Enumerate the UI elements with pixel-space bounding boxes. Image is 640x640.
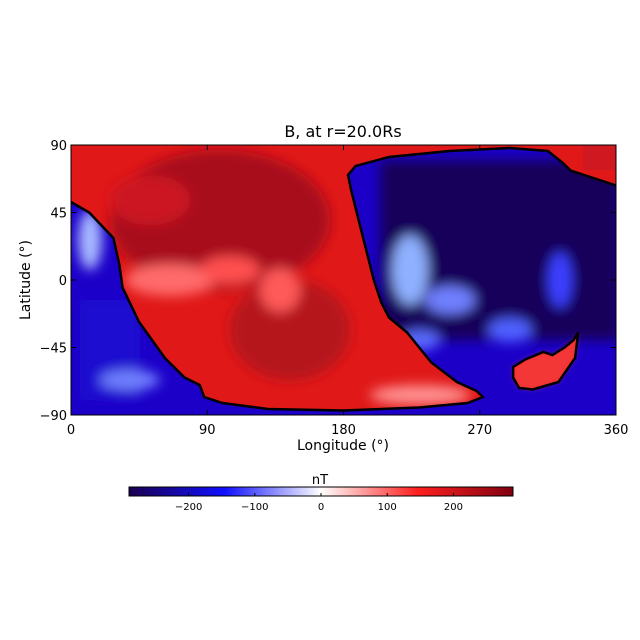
y-tick-label: −90 [40, 409, 67, 424]
polarity-inversion-line [71, 146, 616, 412]
colorbar-tick-label: 200 [444, 502, 463, 513]
chart-title: B, at r=20.0Rs [284, 122, 401, 141]
x-tick-label: 360 [604, 423, 629, 438]
positive-cap-right [583, 145, 616, 170]
closed-contour-line [511, 331, 580, 391]
y-tick-label: 0 [59, 274, 67, 289]
y-tick-label: 45 [50, 207, 67, 222]
x-tick-label: 0 [67, 423, 75, 438]
negative-field-shading [78, 160, 616, 400]
colorbar-tick-label: 0 [318, 502, 324, 513]
y-tick-label: −45 [40, 342, 67, 357]
colorbar-tick-label: 100 [378, 502, 397, 513]
x-axis-label: Longitude (°) [297, 438, 389, 454]
x-tick-label: 180 [331, 423, 356, 438]
y-axis-label: Latitude (°) [18, 240, 34, 320]
positive-field-shading [110, 150, 470, 405]
y-tick-label: 90 [50, 139, 67, 154]
colorbar-tick-label: −100 [241, 502, 268, 513]
x-tick-label: 90 [199, 423, 216, 438]
colorbar-ticks: −200 −100 0 100 200 [175, 493, 463, 513]
x-tick-label: 270 [467, 423, 492, 438]
y-axis: 90 45 0 −45 −90 [40, 139, 616, 424]
x-axis: 0 90 180 270 360 [67, 145, 629, 438]
heatmap-plot [71, 145, 616, 415]
colorbar-tick-label: −200 [175, 502, 202, 513]
colorbar-label: nT [312, 473, 328, 488]
